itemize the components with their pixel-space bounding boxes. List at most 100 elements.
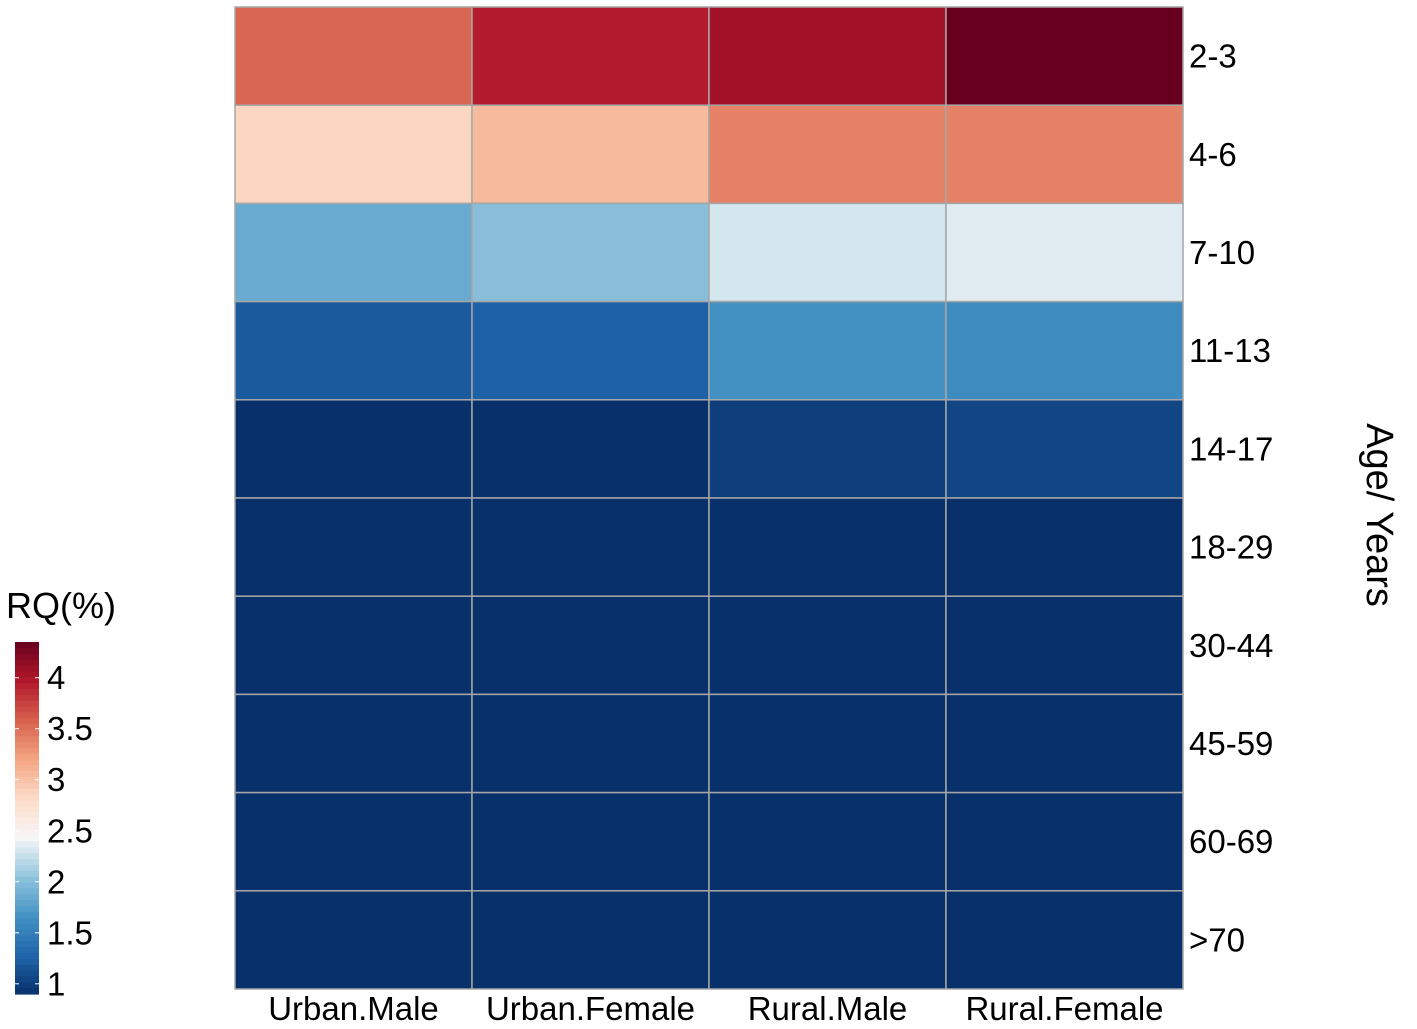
legend-color-step [15,823,39,831]
legend-color-step [15,900,39,907]
legend-color-step [15,870,39,878]
legend-color-step [15,970,39,977]
heatmap-cell-1-3 [708,6,947,106]
legend-color-step [15,952,39,960]
heatmap-cell-9-3 [708,791,947,892]
heatmap-cell-9-1 [234,791,473,892]
y-tick-label: 18-29 [1189,529,1273,566]
heatmap-cell-3-3 [708,202,947,303]
legend-title: RQ(%) [6,585,116,626]
legend-color-step [15,700,39,708]
legend-color-step [15,642,39,649]
legend-color-step [15,671,39,678]
legend-color-step [15,894,39,901]
legend-color-step [15,841,39,848]
heatmap-cell-6-2 [471,497,710,597]
heatmap-cell-8-3 [708,693,947,794]
heatmap-cell-1-4 [945,6,1184,106]
legend-color-step [15,888,39,895]
legend-color-step [15,741,39,749]
heatmap-cell-7-1 [234,595,473,696]
legend-tick-label: 2.5 [47,812,93,849]
legend-color-step [15,853,39,860]
legend-color-step [15,730,39,737]
legend-color-step [15,718,39,725]
legend-color-step [15,876,39,884]
legend-color-step [15,659,39,667]
x-axis-tick-labels: Urban.Male Urban.Female Rural.Male Rural.Fe… [268,990,1163,1027]
y-tick-label: 60-69 [1189,823,1273,860]
legend-color-step [15,706,39,713]
y-axis-tick-labels: 2-3 4-6 7-10 11-13 14-17 18-29 30-44 45-59 60-69… [1189,38,1273,959]
heatmap-cell-7-2 [471,595,710,696]
legend-color-step [15,935,39,942]
legend-color-step [15,788,39,796]
heatmap-cell-9-4 [945,791,1184,892]
heatmap-cell-4-3 [708,300,947,401]
heatmap-cell-6-3 [708,497,947,597]
legend-color-step [15,712,39,719]
legend-color-step [15,859,39,866]
x-tick-label: Rural.Female [965,990,1163,1027]
legend-color-step [15,835,39,843]
legend-colorbar [15,642,39,995]
legend-color-step [15,929,39,936]
legend-color-step [15,864,39,872]
legend-color-step [15,776,39,784]
legend-color-step [15,665,39,672]
y-tick-label: >70 [1189,921,1245,958]
legend-color-step [15,882,39,889]
heatmap-cell-4-4 [945,300,1184,401]
legend-color-step [15,782,39,790]
y-axis-title: Age/ Years [1358,423,1400,607]
legend-color-step [15,688,39,696]
heatmap-cell-1-2 [471,6,710,106]
legend-color-step [15,771,39,778]
heatmap-cell-10-2 [471,890,710,990]
heatmap-cell-6-4 [945,497,1184,597]
legend-color-step [15,759,39,766]
heatmap-cell-2-3 [708,104,947,205]
color-legend: RQ(%) 1 1.5 2 2.5 3 3.5 4 [6,585,116,1002]
heatmap-cell-2-1 [234,104,473,205]
x-tick-label: Urban.Female [486,990,695,1027]
legend-tick-label: 4 [47,659,65,696]
legend-tick-label: 1 [47,965,65,1002]
y-tick-label: 30-44 [1189,627,1273,664]
heatmap-cell-8-2 [471,693,710,794]
legend-color-step [15,747,39,755]
legend-color-step [15,753,39,760]
heatmap-cell-5-1 [234,399,473,499]
legend-color-step [15,677,39,684]
x-tick-label: Rural.Male [748,990,908,1027]
heatmap-cell-5-4 [945,399,1184,499]
heatmap-cell-7-3 [708,595,947,696]
legend-color-step [15,818,39,825]
legend-color-step [15,724,39,731]
legend-color-step [15,765,39,772]
legend-color-step [15,800,39,807]
heatmap-cell-8-4 [945,693,1184,794]
heatmap-cell-4-1 [234,300,473,401]
legend-color-step [15,917,39,925]
legend-color-step [15,794,39,801]
heatmap-cell-6-1 [234,497,473,597]
heatmap-cells [234,6,1184,990]
legend-tick-label: 2 [47,863,65,900]
legend-tick-label: 3 [47,761,65,798]
legend-tick-labels: 1 1.5 2 2.5 3 3.5 4 [15,659,93,1002]
legend-color-step [15,735,39,743]
legend-color-step [15,958,39,966]
heatmap-cell-2-2 [471,104,710,205]
y-tick-label: 14-17 [1189,430,1273,467]
legend-color-step [15,653,39,661]
y-tick-label: 45-59 [1189,725,1273,762]
heatmap-cell-3-2 [471,202,710,303]
heatmap-cell-5-3 [708,399,947,499]
legend-color-step [15,647,39,655]
legend-color-step [15,829,39,837]
heatmap-cell-9-2 [471,791,710,892]
legend-color-step [15,964,39,972]
heatmap-cell-10-1 [234,890,473,990]
legend-color-step [15,923,39,931]
